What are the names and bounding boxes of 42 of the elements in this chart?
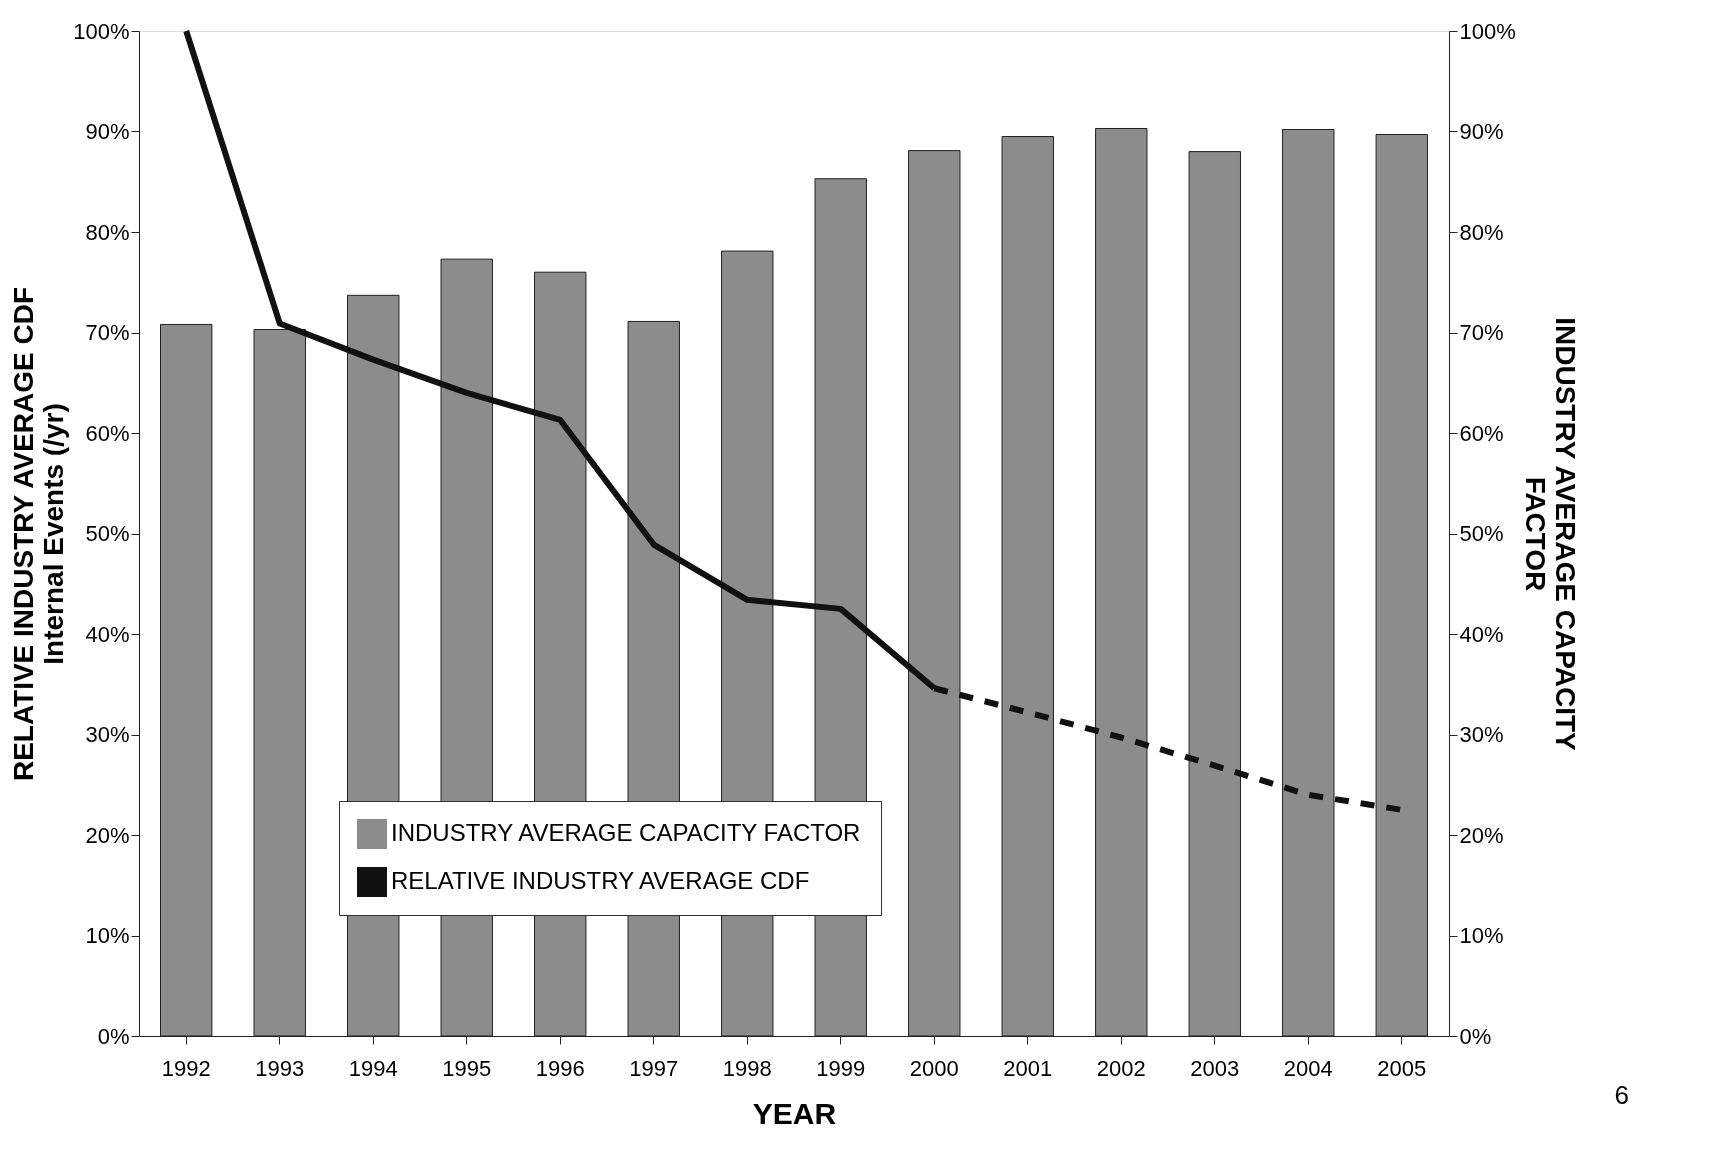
legend-label: RELATIVE INDUSTRY AVERAGE CDF [391,867,810,894]
y2-axis-title: INDUSTRY AVERAGE CAPACITY FACTOR [1519,317,1581,752]
x-tick-label: 1997 [629,1055,679,1081]
y2-tick-label: 90% [1459,119,1504,144]
y2-tick-label: 80% [1459,219,1504,245]
y2-tick-label: 40% [1459,621,1504,647]
x-tick-label: 2001 [1003,1055,1053,1081]
y-tick-label: 40% [85,621,130,647]
y-tick-label: 80% [85,219,130,245]
x-tick-label: 1995 [442,1055,492,1081]
y-tick-label: 50% [85,521,130,546]
y-tick-label: 20% [85,822,130,848]
x-tick-label: 1998 [722,1055,772,1081]
y-tick-label: 70% [85,320,130,345]
y-tick-label: 0% [97,1023,130,1049]
y2-tick-label: 20% [1459,822,1504,848]
y2-tick-label: 60% [1459,420,1504,446]
y2-tick-label: 100% [1459,18,1516,44]
y-tick-label: 10% [85,923,130,948]
x-axis-title: YEAR [752,1096,837,1130]
y2-tick-label: 30% [1459,722,1504,747]
x-tick-label: 1994 [348,1055,398,1081]
x-tick-label: 1996 [535,1055,585,1081]
y-tick-label: 90% [85,119,130,144]
x-tick-label: 1992 [161,1055,211,1081]
x-tick-label: 2000 [909,1055,959,1081]
x-tick-label: 1993 [255,1055,305,1081]
text: 6 [1614,1080,1629,1110]
x-tick-label: 2003 [1190,1055,1240,1081]
y2-tick-label: 50% [1459,521,1504,546]
y-tick-label: 30% [85,722,130,747]
y-tick-label: 100% [73,18,130,44]
y2-tick-label: 10% [1459,923,1504,948]
x-tick-label: 2005 [1377,1055,1427,1081]
y-axis-title: RELATIVE INDUSTRY AVERAGE CDF Internal Events (/yr) [8,286,70,782]
y2-tick-label: 0% [1459,1023,1492,1049]
legend-label: INDUSTRY AVERAGE CAPACITY FACTOR [391,819,861,846]
x-tick-label: 1999 [816,1055,866,1081]
x-tick-label: 2004 [1283,1055,1333,1081]
y2-tick-label: 70% [1459,320,1504,345]
x-tick-label: 2002 [1096,1055,1146,1081]
y-tick-label: 60% [85,420,130,446]
